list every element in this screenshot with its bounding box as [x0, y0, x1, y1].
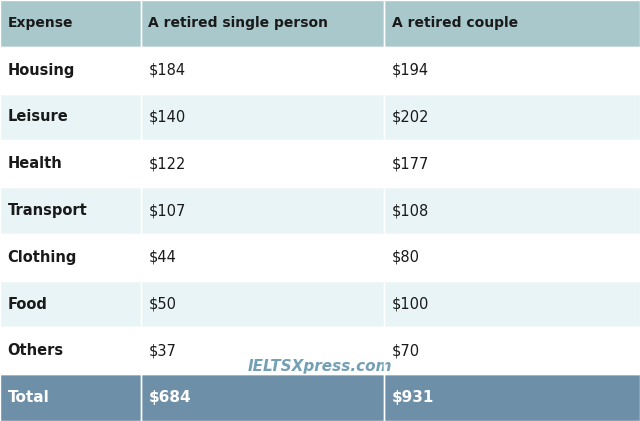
Bar [384, 93, 640, 140]
Text: $931: $931 [392, 390, 434, 405]
Bar [384, 140, 640, 187]
Text: $44: $44 [148, 250, 177, 265]
Text: Health: Health [8, 156, 63, 171]
Text: A retired couple: A retired couple [392, 16, 518, 30]
Text: $184: $184 [148, 63, 186, 77]
Text: Others: Others [8, 344, 64, 358]
Bar [0, 187, 141, 234]
Bar [141, 187, 384, 234]
Bar [0, 140, 141, 187]
Text: $122: $122 [148, 156, 186, 171]
Text: Transport: Transport [8, 203, 88, 218]
Text: Expense: Expense [8, 16, 73, 30]
Text: A retired single person: A retired single person [148, 16, 328, 30]
Text: Food: Food [8, 296, 47, 312]
Text: $177: $177 [392, 156, 429, 171]
Bar [384, 281, 640, 328]
Bar [141, 374, 384, 421]
Bar [0, 47, 141, 93]
Bar [141, 0, 384, 47]
Bar [141, 281, 384, 328]
Bar [141, 234, 384, 281]
Text: Leisure: Leisure [8, 109, 68, 125]
Bar [141, 140, 384, 187]
Bar [141, 93, 384, 140]
Text: IELTSXpress.com: IELTSXpress.com [248, 359, 392, 374]
Bar [141, 328, 384, 374]
Text: $194: $194 [392, 63, 429, 77]
Text: $100: $100 [392, 296, 429, 312]
Bar [0, 374, 141, 421]
Text: $140: $140 [148, 109, 186, 125]
Bar [384, 328, 640, 374]
Bar [384, 234, 640, 281]
Bar [384, 187, 640, 234]
Text: $70: $70 [392, 344, 420, 358]
Bar [0, 93, 141, 140]
Bar [0, 328, 141, 374]
Bar [384, 374, 640, 421]
Bar [0, 0, 141, 47]
Text: Clothing: Clothing [8, 250, 77, 265]
Text: $684: $684 [148, 390, 191, 405]
Bar [141, 47, 384, 93]
Bar [0, 281, 141, 328]
Text: $50: $50 [148, 296, 177, 312]
Text: Total: Total [8, 390, 49, 405]
Text: $37: $37 [148, 344, 177, 358]
Bar [384, 0, 640, 47]
Text: $80: $80 [392, 250, 420, 265]
Text: $108: $108 [392, 203, 429, 218]
Text: $202: $202 [392, 109, 429, 125]
Bar [384, 47, 640, 93]
Text: $107: $107 [148, 203, 186, 218]
Bar [0, 234, 141, 281]
Text: Housing: Housing [8, 63, 75, 77]
